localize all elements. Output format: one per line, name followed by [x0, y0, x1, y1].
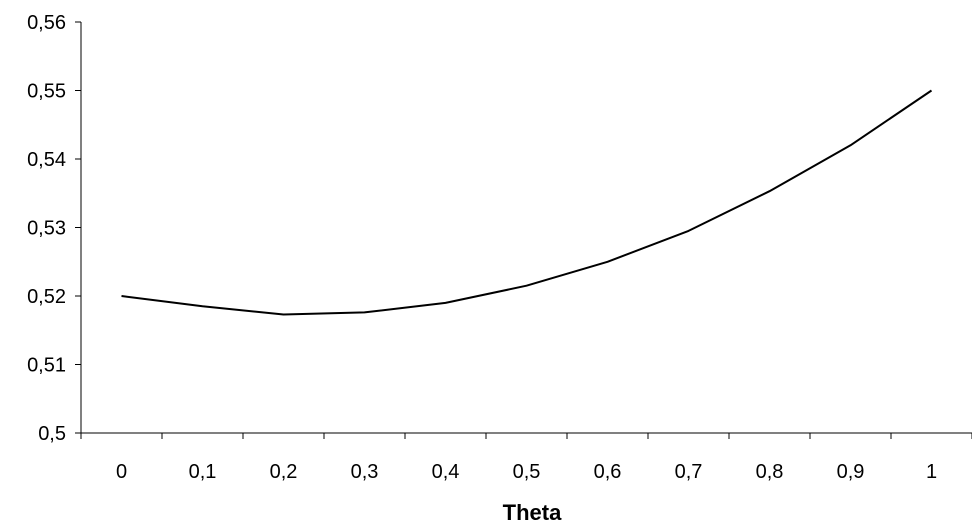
y-tick-label: 0,56 [27, 12, 66, 34]
x-tick-label: 0,2 [270, 461, 298, 483]
x-tick-label: 0,9 [837, 461, 865, 483]
series-group [121, 89, 933, 316]
x-tick-label: 0,8 [756, 461, 784, 483]
x-tick-label: 0,3 [351, 461, 379, 483]
x-tick-label: 0,5 [513, 461, 541, 483]
y-tick-label: 0,54 [27, 149, 66, 171]
x-axis: 0 0,1 0,2 0,3 0,4 0,5 0,6 0,7 0,8 0,9 1 [80, 432, 972, 483]
x-tick-label: 0,1 [189, 461, 217, 483]
y-tick-label: 0,52 [27, 286, 66, 308]
x-axis-title: Theta [503, 500, 562, 525]
x-tick-label: 1 [926, 461, 937, 483]
y-tick-label: 0,55 [27, 81, 66, 103]
y-tick-label: 0,53 [27, 218, 66, 240]
x-tick-label: 0 [116, 461, 127, 483]
y-tick-label: 0,51 [27, 355, 66, 377]
x-tick-label: 0,7 [675, 461, 703, 483]
y-axis: 0,5 0,51 0,52 0,53 0,54 0,55 0,56 [27, 12, 82, 445]
series-line [121, 89, 933, 316]
x-tick-label: 0,6 [594, 461, 622, 483]
x-tick-label: 0,4 [432, 461, 460, 483]
y-tick-label: 0,5 [38, 423, 66, 445]
